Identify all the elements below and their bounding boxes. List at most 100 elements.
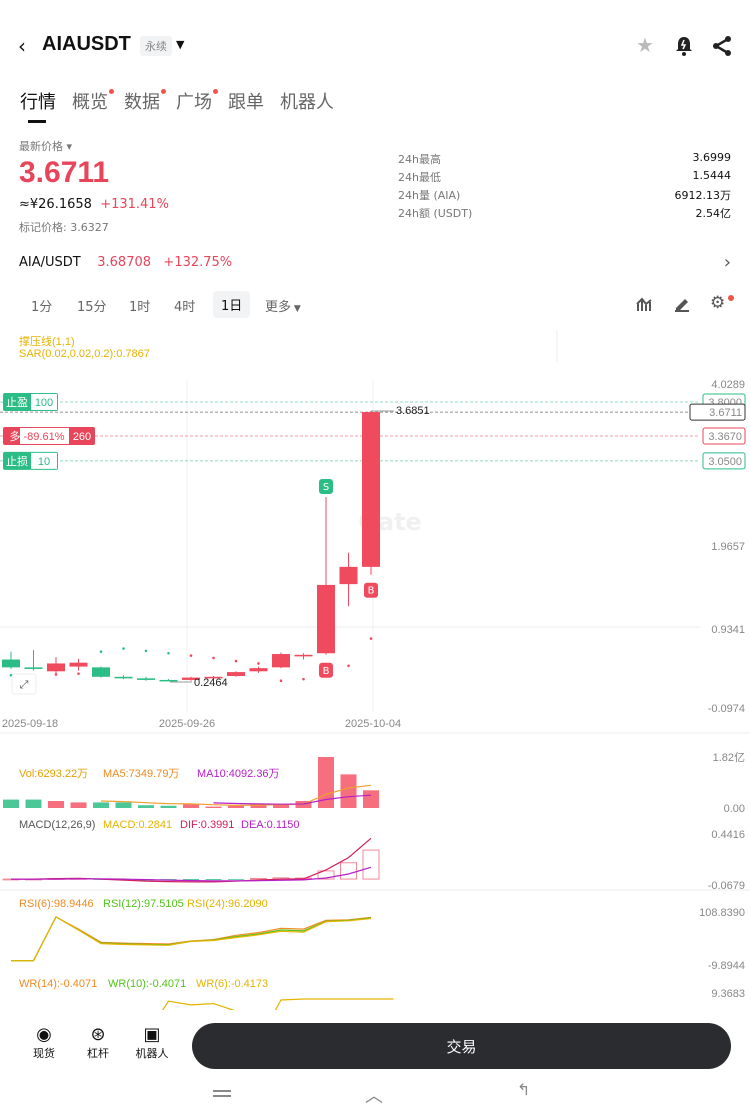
rsi6-line <box>11 916 372 962</box>
macd-value: MACD:0.2841 <box>103 819 172 831</box>
rsi-axis-label: 108.8390 <box>699 907 745 919</box>
trade-marker-label: B <box>323 666 330 677</box>
spot-change: +132.75% <box>163 255 233 270</box>
tab-2[interactable]: 数据 <box>124 88 166 114</box>
volume-bar <box>250 803 267 808</box>
order-qty: 260 <box>73 431 91 443</box>
settings-notification-dot <box>728 295 734 301</box>
wr-label: WR(14):-0.4071 <box>19 978 97 990</box>
order-tag-label: 多 <box>10 429 21 443</box>
wr-axis-label: 9.3683 <box>711 988 745 1000</box>
robot-icon: ▣ <box>143 1024 161 1045</box>
timeframe-3[interactable]: 4时 <box>174 296 195 315</box>
timeframe-label: 4时 <box>174 300 196 315</box>
chevron-right-icon: › <box>723 252 731 273</box>
fullscreen-button[interactable] <box>11 673 37 695</box>
tab-5[interactable]: 机器人 <box>280 88 334 114</box>
sar-dot <box>167 651 170 655</box>
volume-bar <box>48 800 64 808</box>
back-icon[interactable]: ‹ <box>18 34 26 58</box>
trade-marker-B <box>319 662 333 678</box>
sar-dot <box>257 662 260 665</box>
candle-body <box>69 662 88 667</box>
spot-pair-row[interactable]: AIA/USDT 3.68708 +132.75% › <box>19 252 731 273</box>
timeframe-label: 1分 <box>31 300 53 315</box>
mark-price: 标记价格: 3.6327 <box>19 221 109 234</box>
tab-label: 数据 <box>124 92 160 113</box>
sar-dot <box>369 637 373 640</box>
price-axis-label: 4.0289 <box>711 379 745 391</box>
volume-ma10-line <box>213 794 372 805</box>
timeframe-1[interactable]: 15分 <box>77 296 107 315</box>
timeframe-4[interactable]: 1日 <box>213 291 251 318</box>
bell-icon[interactable] <box>674 35 694 57</box>
spot-icon: ◉ <box>36 1024 52 1045</box>
sr-indicator-label: 撑压线(1,1) <box>19 336 75 348</box>
stat-value: 1.5444 <box>692 169 732 182</box>
stat-label: 24h最低 <box>398 171 441 184</box>
tab-0[interactable]: 行情 <box>20 88 56 114</box>
order-tag-label: 止损 <box>6 454 28 468</box>
volume-bar <box>318 757 334 808</box>
menu-icon[interactable] <box>213 1090 231 1092</box>
tab-1[interactable]: 概览 <box>72 88 114 114</box>
timeframe-label: 更多 <box>265 300 292 315</box>
macd-histogram-bar <box>362 849 380 880</box>
home-icon[interactable]: ︿ <box>365 1086 383 1107</box>
indicator-icon[interactable] <box>636 296 654 312</box>
date-axis-label: 2025-09-26 <box>159 718 215 730</box>
tab-3[interactable]: 广场 <box>176 88 218 114</box>
stat-label: 24h量 (AIA) <box>398 189 461 202</box>
sar-dot <box>189 654 193 657</box>
tab-label: 行情 <box>20 92 56 113</box>
candle-body <box>272 654 290 668</box>
dif-line <box>11 837 372 883</box>
robot-button[interactable]: ▣ 机器人 <box>132 1024 172 1061</box>
candle-body <box>92 667 110 677</box>
latest-price-label[interactable]: 最新价格 <box>19 140 63 153</box>
contract-type-badge: 永续 <box>140 36 172 56</box>
settings-icon[interactable]: ⚙ <box>710 293 726 313</box>
tab-label: 跟单 <box>228 92 264 113</box>
timeframe-0[interactable]: 1分 <box>31 296 52 315</box>
rsi-label: RSI(24):96.2090 <box>187 898 268 910</box>
tab-4[interactable]: 跟单 <box>228 88 264 114</box>
high-price-label: 3.6851 <box>396 405 430 417</box>
sar-indicator-label: SAR(0.02,0.02,0.2):0.7867 <box>19 348 150 360</box>
back-nav-icon[interactable]: ↰ <box>517 1080 531 1099</box>
sar-dot <box>77 672 80 675</box>
trade-marker-B <box>364 582 378 598</box>
timeframe-5[interactable]: 更多 ▼ <box>265 296 301 315</box>
order-tag-label: 止盈 <box>6 396 28 409</box>
macd-label: MACD(12,26,9) <box>19 819 95 831</box>
volume-bar <box>25 799 42 808</box>
candle-body <box>249 668 268 672</box>
draw-icon[interactable] <box>673 296 691 312</box>
chevron-down-icon[interactable]: ▼ <box>176 38 185 51</box>
spot-button[interactable]: ◉ 现货 <box>24 1024 64 1061</box>
stat-label: 24h额 (USDT) <box>398 207 473 220</box>
volume-bar <box>228 805 244 808</box>
volume-bar <box>93 802 109 808</box>
leverage-icon: ⊛ <box>90 1024 106 1045</box>
star-icon[interactable]: ★ <box>636 33 654 57</box>
dif-value: DIF:0.3991 <box>180 819 234 831</box>
sar-dot <box>302 677 305 681</box>
trade-button[interactable]: 交易 <box>192 1023 731 1069</box>
dea-value: DEA:0.1150 <box>241 819 300 831</box>
stat-value: 2.54亿 <box>695 207 732 220</box>
candle-body <box>47 663 65 672</box>
ma10-label: MA10:4092.36万 <box>197 768 280 780</box>
volume-bar <box>205 806 222 808</box>
qty-bg <box>31 452 57 469</box>
candle-body <box>204 676 223 679</box>
share-icon[interactable] <box>711 35 733 57</box>
rsi24-line <box>11 916 372 962</box>
stat-value: 3.6999 <box>692 151 732 164</box>
timeframe-2[interactable]: 1时 <box>129 296 150 315</box>
price-line-tag <box>689 403 746 421</box>
leverage-button[interactable]: ⊛ 杠杆 <box>78 1024 118 1061</box>
stat-value: 6912.13万 <box>674 189 732 202</box>
main-tabs: 行情 概览 数据 广场 跟单 机器人 <box>20 88 334 114</box>
